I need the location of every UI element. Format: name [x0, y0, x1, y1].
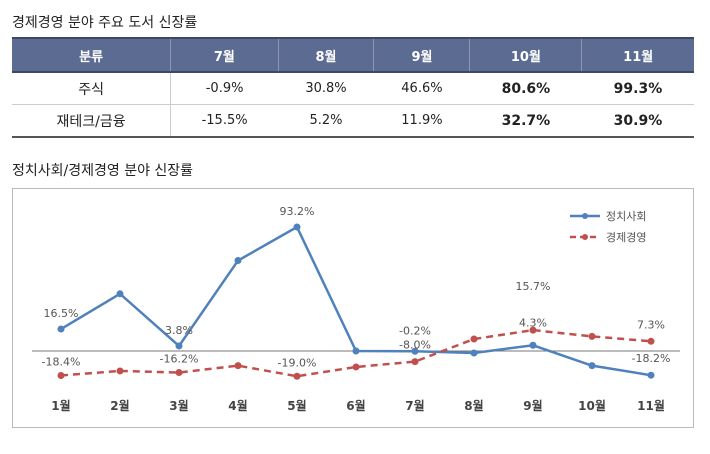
data-label: 4.3% [519, 316, 547, 329]
cell: 80.6% [469, 72, 582, 105]
data-point [647, 337, 655, 345]
data-label: 7.3% [637, 318, 665, 331]
cell: 30.9% [581, 104, 694, 138]
data-label: -18.2% [632, 352, 671, 365]
header-cell: 분류 [12, 37, 172, 73]
data-point [293, 372, 301, 380]
data-label: 3.8% [165, 324, 193, 337]
data-point [57, 371, 65, 379]
data-label: -16.2% [160, 353, 199, 366]
data-label: -18.4% [42, 355, 81, 368]
data-label: 15.7% [516, 280, 551, 293]
data-point [352, 363, 360, 371]
cell: -0.9% [170, 72, 279, 105]
data-point [234, 257, 242, 265]
data-label: -19.0% [278, 356, 317, 369]
cell: 30.8% [278, 72, 374, 105]
header-cell: 7월 [170, 37, 279, 73]
data-point [352, 347, 360, 355]
table-title: 경제경영 분야 주요 도서 신장률 [12, 15, 198, 31]
table-row: 재테크/금융 -15.5% 5.2% 11.9% 32.7% 30.9% [12, 104, 694, 138]
cell: -15.5% [170, 104, 279, 138]
data-label: 93.2% [280, 205, 315, 218]
x-tick-label: 5월 [287, 398, 306, 413]
data-point [175, 342, 183, 350]
x-tick-label: 11월 [637, 398, 665, 413]
data-label: -0.2% [399, 324, 431, 337]
x-tick-label: 1월 [51, 398, 70, 413]
x-tick-label: 6월 [346, 398, 365, 413]
table-row: 주식 -0.9% 30.8% 46.6% 80.6% 99.3% [12, 72, 694, 105]
data-point [470, 349, 478, 357]
x-tick-label: 2월 [110, 398, 129, 413]
x-tick-label: 8월 [464, 398, 483, 413]
legend-label: 경제경영 [606, 231, 646, 244]
data-label: 16.5% [44, 307, 79, 320]
row-label: 주식 [12, 72, 172, 105]
header-cell: 9월 [373, 37, 471, 73]
legend-marker [582, 213, 588, 219]
x-tick-label: 10월 [578, 398, 606, 413]
data-point [411, 347, 419, 355]
cell: 5.2% [278, 104, 374, 138]
data-point [470, 335, 478, 343]
x-tick-label: 4월 [228, 398, 247, 413]
x-tick-label: 7월 [405, 398, 424, 413]
cell: 46.6% [373, 72, 470, 105]
data-point [293, 223, 301, 231]
cell: 99.3% [581, 72, 694, 105]
data-point [588, 332, 596, 340]
growth-table: 분류 7월 8월 9월 10월 11월 주식 -0.9% 30.8% 46.6%… [12, 37, 694, 138]
row-label: 재테크/금융 [12, 104, 172, 138]
cell: 32.7% [469, 104, 582, 138]
cell: 11.9% [373, 104, 470, 138]
data-point [647, 371, 655, 379]
data-point [116, 290, 124, 298]
header-cell: 10월 [469, 37, 583, 73]
data-point [411, 358, 419, 366]
chart-title: 정치사회/경제경영 분야 신장률 [12, 163, 194, 179]
data-point [175, 369, 183, 377]
data-point [529, 326, 537, 334]
header-cell: 11월 [581, 37, 694, 73]
data-point [588, 362, 596, 370]
series-line-economy [60, 328, 652, 378]
data-point [529, 341, 537, 349]
legend-label: 정치사회 [606, 210, 646, 223]
chart-frame [12, 188, 694, 428]
legend-marker [582, 234, 588, 240]
x-tick-label: 3월 [169, 398, 188, 413]
data-label: -8.0% [399, 339, 431, 352]
data-point [234, 362, 242, 370]
x-tick-label: 9월 [523, 398, 542, 413]
header-cell: 8월 [278, 37, 375, 73]
data-point [57, 325, 65, 333]
data-point [116, 367, 124, 375]
